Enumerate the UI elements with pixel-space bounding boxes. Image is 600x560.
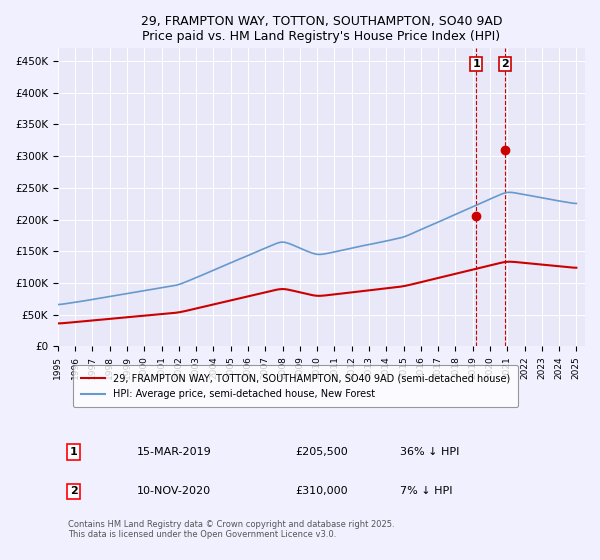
Title: 29, FRAMPTON WAY, TOTTON, SOUTHAMPTON, SO40 9AD
Price paid vs. HM Land Registry': 29, FRAMPTON WAY, TOTTON, SOUTHAMPTON, S… bbox=[140, 15, 502, 43]
Text: 7% ↓ HPI: 7% ↓ HPI bbox=[400, 486, 453, 496]
Text: Contains HM Land Registry data © Crown copyright and database right 2025.
This d: Contains HM Land Registry data © Crown c… bbox=[68, 520, 395, 539]
Text: 15-MAR-2019: 15-MAR-2019 bbox=[137, 447, 212, 457]
Text: £310,000: £310,000 bbox=[295, 486, 347, 496]
Text: 2: 2 bbox=[501, 59, 509, 69]
Legend: 29, FRAMPTON WAY, TOTTON, SOUTHAMPTON, SO40 9AD (semi-detached house), HPI: Aver: 29, FRAMPTON WAY, TOTTON, SOUTHAMPTON, S… bbox=[73, 365, 518, 407]
Text: 10-NOV-2020: 10-NOV-2020 bbox=[137, 486, 211, 496]
Text: £205,500: £205,500 bbox=[295, 447, 348, 457]
Text: 2: 2 bbox=[70, 486, 77, 496]
Text: 1: 1 bbox=[70, 447, 77, 457]
Text: 1: 1 bbox=[472, 59, 480, 69]
Text: 36% ↓ HPI: 36% ↓ HPI bbox=[400, 447, 460, 457]
